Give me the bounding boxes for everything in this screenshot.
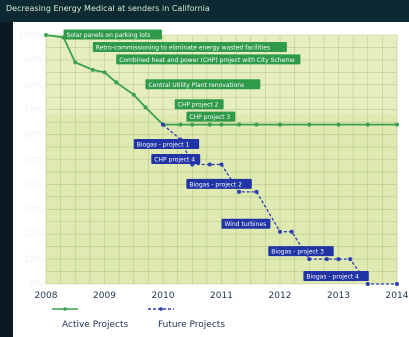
annotation-label: Biogas - project 4 — [306, 274, 359, 281]
data-point — [254, 122, 259, 127]
legend-label: Future Projects — [158, 320, 225, 330]
data-point — [143, 105, 148, 110]
y-tick-label: 20% — [24, 230, 43, 240]
x-tick-label: 2011 — [210, 291, 233, 301]
data-point — [365, 282, 370, 286]
annotation-box — [186, 111, 236, 122]
annotation-box — [186, 178, 252, 189]
annotation-box — [268, 246, 334, 257]
x-tick-label: 2013 — [327, 291, 350, 301]
data-point — [207, 162, 212, 167]
data-point — [278, 229, 282, 234]
data-point — [307, 257, 312, 262]
data-point — [90, 67, 95, 72]
data-point — [114, 80, 119, 85]
data-point — [44, 33, 48, 37]
annotation-label: Retro-commissioning to eliminate energy … — [96, 44, 270, 51]
annotation-box — [303, 271, 369, 282]
data-point — [131, 92, 136, 97]
data-point — [237, 189, 242, 194]
y-tick-label: 30% — [24, 205, 43, 215]
data-point — [395, 122, 399, 127]
annotation-box — [92, 41, 287, 52]
data-point — [178, 122, 183, 127]
annotation-label: Central Utility Plant renovations — [148, 82, 244, 89]
left-background-strip — [0, 22, 13, 337]
annotation-label: Wind turbines — [225, 221, 267, 228]
y-tick-label: 0% — [30, 280, 44, 290]
data-point — [254, 189, 259, 194]
y-tick-label: 40% — [24, 180, 43, 190]
data-point — [219, 162, 224, 167]
data-point — [395, 282, 399, 286]
x-tick-label: 2010 — [152, 291, 175, 301]
data-point — [278, 122, 282, 127]
y-tick-label: 70% — [24, 106, 43, 116]
data-point — [336, 122, 341, 127]
legend-marker — [63, 307, 67, 311]
y-tick-label: 90% — [24, 56, 43, 66]
annotation-box — [221, 218, 271, 229]
y-tick-label: 50% — [24, 156, 43, 166]
annotation-label: Biogas - project 3 — [271, 249, 324, 256]
data-point — [190, 122, 195, 127]
y-tick-label: 10% — [24, 255, 43, 265]
x-tick-label: 2014 — [386, 291, 409, 301]
y-tick-label: 100% — [19, 31, 43, 41]
data-point — [324, 257, 329, 262]
annotation-label: CHP project 2 — [178, 102, 219, 109]
data-point — [289, 229, 294, 234]
data-point — [73, 60, 78, 65]
data-point — [237, 122, 242, 127]
x-tick-label: 2009 — [93, 291, 116, 301]
data-point — [365, 122, 370, 127]
annotation-box — [174, 99, 224, 110]
annotation-box — [145, 79, 261, 90]
title-bar: Decreasing Energy Medical at senders in … — [0, 0, 409, 22]
chart-title: Decreasing Energy Medical at senders in … — [6, 4, 210, 13]
annotation-label: Biogas - project 2 — [189, 181, 242, 188]
data-point — [207, 122, 212, 127]
legend-marker — [159, 307, 163, 311]
annotation-label: Combined heat and power (CHP) project wi… — [119, 57, 295, 64]
data-point — [102, 70, 107, 75]
data-point — [348, 257, 353, 262]
x-tick-label: 2008 — [35, 291, 58, 301]
annotation-label: CHP project 4 — [154, 156, 195, 163]
legend-label: Active Projects — [62, 320, 128, 330]
data-point — [161, 122, 165, 127]
y-tick-label: 60% — [24, 131, 43, 141]
x-tick-label: 2012 — [269, 291, 292, 301]
data-point — [219, 122, 224, 127]
annotation-box — [133, 139, 200, 150]
data-point — [336, 257, 341, 262]
annotation-box — [116, 54, 301, 65]
y-tick-label: 80% — [24, 81, 43, 91]
annotation-label: Biogas - project 1 — [137, 142, 190, 149]
annotation-box — [63, 29, 162, 40]
annotation-box — [151, 153, 201, 164]
data-point — [307, 122, 312, 127]
annotation-label: Solar panels on parking lots — [67, 32, 151, 39]
annotation-label: CHP project 3 — [189, 114, 230, 121]
